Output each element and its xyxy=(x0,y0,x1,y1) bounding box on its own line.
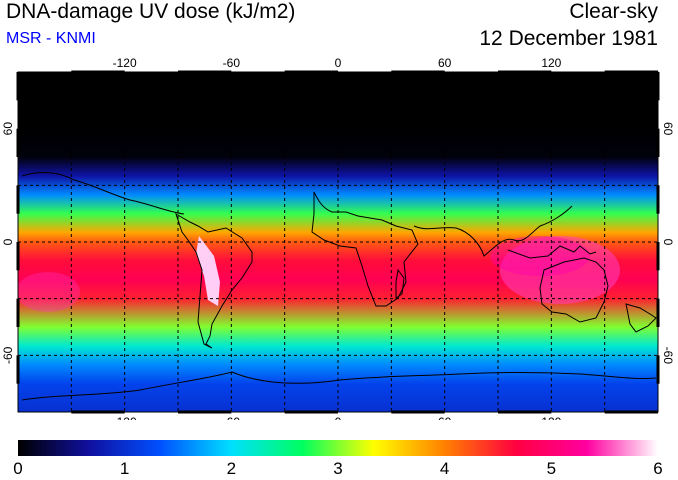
lon-tick-label-bottom: -120 xyxy=(113,415,137,420)
antarctica-coast xyxy=(21,371,657,401)
colorbar-tick-label: 4 xyxy=(440,459,449,478)
colorbar-tick-label: 0 xyxy=(13,459,22,478)
lat-tick-label-left: -60 xyxy=(1,346,15,364)
lat-tick-label-right: 60 xyxy=(661,122,675,136)
uv-dose-map: -120 -60 0 60 120 -120 -60 0 60 120 60 0 -60 60 0 -6… xyxy=(1,56,675,420)
lat-tick-label-left: 0 xyxy=(1,238,15,245)
frame-ticks xyxy=(16,70,660,414)
pacific-hotspot xyxy=(18,272,80,312)
indonesia-coast xyxy=(507,245,597,259)
colorbar-tick-label: 5 xyxy=(547,459,556,478)
lon-tick-label-top: 120 xyxy=(541,56,561,70)
lat-tick-label-right: -60 xyxy=(661,347,675,365)
dose-hotspots xyxy=(18,236,620,312)
colorbar-tick-labels: 0 1 2 3 4 5 6 xyxy=(13,459,662,478)
lon-tick-label-top: 60 xyxy=(438,56,452,70)
lon-tick-label-top: 0 xyxy=(335,56,342,70)
lat-tick-label-left: 60 xyxy=(1,122,15,136)
colorbar-tick-label: 6 xyxy=(653,459,662,478)
lon-tick-label-top: -120 xyxy=(113,56,137,70)
date-label: 12 December 1981 xyxy=(479,27,658,50)
data-source-label: MSR - KNMI xyxy=(6,30,96,47)
colorbar-tick-label: 3 xyxy=(333,459,342,478)
latitude-labels-right: 60 0 -60 xyxy=(661,122,675,364)
lon-tick-label-top: -60 xyxy=(223,56,241,70)
coastlines xyxy=(21,172,657,401)
colorbar-strip xyxy=(18,440,658,456)
colorbar-tick-label: 1 xyxy=(120,459,129,478)
colorbar-tick-label: 2 xyxy=(227,459,236,478)
andes-hotspot xyxy=(196,236,220,306)
north-america-coast xyxy=(21,172,185,215)
longitude-labels-bottom: -120 -60 0 60 120 xyxy=(113,415,562,420)
south-america-coast xyxy=(175,212,253,349)
australia-hotspot xyxy=(500,236,620,304)
lon-tick-label-bottom: -60 xyxy=(223,415,241,420)
longitude-labels-top: -120 -60 0 60 120 xyxy=(113,56,562,70)
south-asia-coast xyxy=(413,205,573,257)
australia-coast xyxy=(539,257,609,323)
africa-coast xyxy=(311,191,419,307)
lat-tick-label-right: 0 xyxy=(661,239,675,246)
sky-condition-label: Clear-sky xyxy=(569,0,658,23)
lon-tick-label-bottom: 0 xyxy=(335,415,342,420)
latitude-labels-left: 60 0 -60 xyxy=(1,122,15,364)
graticule xyxy=(18,72,658,412)
indonesia-hotspot xyxy=(490,236,590,276)
lon-tick-label-bottom: 60 xyxy=(438,415,452,420)
new-zealand-coast xyxy=(625,303,657,333)
map-title: DNA-damage UV dose (kJ/m2) xyxy=(6,0,296,23)
madagascar-coast xyxy=(395,268,405,299)
lon-tick-label-bottom: 120 xyxy=(541,415,561,420)
